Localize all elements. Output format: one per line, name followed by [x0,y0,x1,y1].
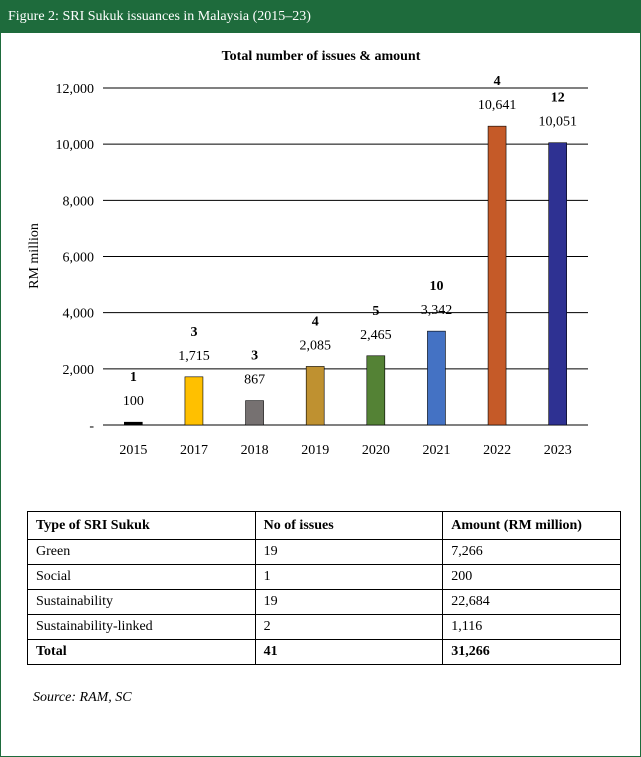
bar [305,366,325,426]
issue-count-label: 3 [190,325,197,340]
table-header-row: Type of SRI Sukuk No of issues Amount (R… [27,511,621,540]
bar [245,400,264,426]
data-label: 867 [244,373,265,388]
table-cell: Sustainability [27,589,256,615]
data-label: 10,641 [478,98,517,113]
table-cell: Sustainability-linked [27,614,256,640]
chart-title: Total number of issues & amount [222,49,421,64]
bar [487,125,507,426]
issue-count-label: 12 [551,91,565,106]
issue-count-label: 4 [312,314,319,329]
x-tick-label: 2018 [241,443,269,458]
table-row: Social 1 200 [27,564,621,590]
y-tick-label: 10,000 [56,138,95,153]
table-header-amount: Amount (RM million) [442,511,621,540]
table-cell: 200 [442,564,621,590]
y-tick-label: 8,000 [63,194,95,209]
y-tick-label: - [89,419,94,434]
x-tick-label: 2023 [544,443,572,458]
bar [366,355,386,426]
table-cell: Social [27,564,256,590]
table-total-row: Total 41 31,266 [27,639,621,665]
x-tick-label: 2015 [119,443,147,458]
bar [124,421,143,426]
y-tick-label: 4,000 [63,307,95,322]
table-cell: 1 [254,564,444,590]
x-tick-label: 2017 [180,443,208,458]
data-label: 3,342 [421,303,453,318]
table-cell: 1,116 [442,614,621,640]
issue-count-label: 10 [429,279,443,294]
table-cell: 7,266 [442,539,621,565]
data-label: 1,715 [178,349,210,364]
y-tick-label: 12,000 [56,82,95,97]
figure-header: Figure 2: SRI Sukuk issuances in Malaysi… [0,0,641,33]
issue-count-label: 1 [130,370,137,385]
y-tick-label: 2,000 [63,363,95,378]
table-cell: 31,266 [442,639,621,665]
table-cell: Green [27,539,256,565]
table-row: Green 19 7,266 [27,539,621,565]
issue-count-label: 4 [494,74,501,89]
x-tick-label: 2021 [422,443,450,458]
figure-title: Figure 2: SRI Sukuk issuances in Malaysi… [8,9,311,24]
table-cell: 19 [254,539,444,565]
data-label: 100 [123,394,144,409]
issue-count-label: 3 [251,349,258,364]
x-tick-label: 2022 [483,443,511,458]
data-label: 2,085 [299,338,331,353]
bar [548,142,567,426]
table-cell: Total [27,639,256,665]
source-note: Source: RAM, SC [33,690,132,705]
table-cell: 22,684 [442,589,621,615]
y-axis-label: RM million [27,223,42,289]
table-header-type: Type of SRI Sukuk [27,511,256,540]
bar-chart: Total number of issues & amount - 2,000 4,0… [27,49,588,458]
data-label: 2,465 [360,328,392,343]
bar [184,376,204,426]
table-cell: 19 [254,589,444,615]
y-tick-label: 6,000 [63,251,95,266]
table-cell: 41 [254,639,444,665]
issue-count-label: 5 [372,304,379,319]
data-label: 10,051 [538,115,577,130]
bar [427,330,446,426]
table-row: Sustainability 19 22,684 [27,589,621,615]
table-header-issues: No of issues [254,511,444,540]
x-tick-label: 2019 [301,443,329,458]
x-tick-label: 2020 [362,443,390,458]
sri-sukuk-table: Type of SRI Sukuk No of issues Amount (R… [27,511,621,665]
table-row: Sustainability-linked 2 1,116 [27,614,621,640]
table-cell: 2 [254,614,444,640]
